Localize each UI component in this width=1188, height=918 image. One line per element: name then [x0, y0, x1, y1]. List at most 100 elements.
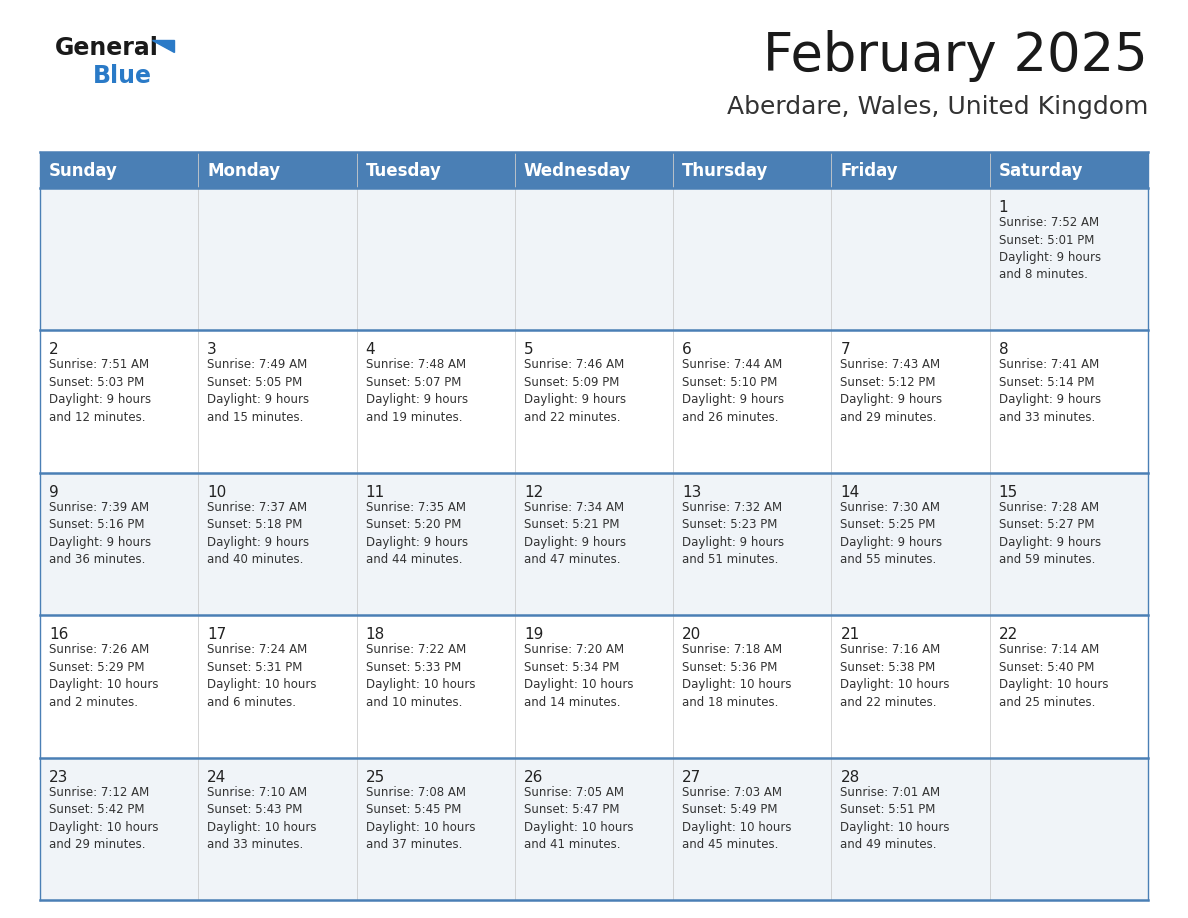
- Text: 9: 9: [49, 485, 58, 499]
- Text: Daylight: 10 hours: Daylight: 10 hours: [682, 678, 791, 691]
- Text: Sunrise: 7:30 AM: Sunrise: 7:30 AM: [840, 501, 941, 514]
- Text: 4: 4: [366, 342, 375, 357]
- Text: Daylight: 10 hours: Daylight: 10 hours: [366, 821, 475, 834]
- Text: Daylight: 9 hours: Daylight: 9 hours: [524, 394, 626, 407]
- Bar: [40, 473, 198, 615]
- Text: General: General: [55, 36, 159, 60]
- Text: and 37 minutes.: and 37 minutes.: [366, 838, 462, 851]
- Text: Sunrise: 7:49 AM: Sunrise: 7:49 AM: [207, 358, 308, 372]
- Text: Daylight: 10 hours: Daylight: 10 hours: [524, 821, 633, 834]
- Text: Sunrise: 7:12 AM: Sunrise: 7:12 AM: [49, 786, 150, 799]
- Text: and 33 minutes.: and 33 minutes.: [999, 411, 1095, 424]
- Text: and 2 minutes.: and 2 minutes.: [49, 696, 138, 709]
- Text: 25: 25: [366, 769, 385, 785]
- Text: Daylight: 9 hours: Daylight: 9 hours: [366, 394, 468, 407]
- Text: Sunset: 5:07 PM: Sunset: 5:07 PM: [366, 375, 461, 389]
- Text: and 36 minutes.: and 36 minutes.: [49, 554, 145, 566]
- Bar: [514, 473, 674, 615]
- Bar: [514, 152, 674, 188]
- Text: Sunrise: 7:46 AM: Sunrise: 7:46 AM: [524, 358, 624, 372]
- Text: 12: 12: [524, 485, 543, 499]
- Text: Daylight: 9 hours: Daylight: 9 hours: [999, 251, 1101, 264]
- Text: Thursday: Thursday: [682, 162, 769, 180]
- Text: Sunrise: 7:10 AM: Sunrise: 7:10 AM: [207, 786, 308, 799]
- Text: Daylight: 10 hours: Daylight: 10 hours: [207, 678, 317, 691]
- Bar: [40, 152, 198, 188]
- Text: Sunrise: 7:16 AM: Sunrise: 7:16 AM: [840, 644, 941, 656]
- Text: Sunset: 5:27 PM: Sunset: 5:27 PM: [999, 519, 1094, 532]
- Text: Sunrise: 7:51 AM: Sunrise: 7:51 AM: [49, 358, 150, 372]
- Text: Sunset: 5:42 PM: Sunset: 5:42 PM: [49, 803, 145, 816]
- Text: Friday: Friday: [840, 162, 898, 180]
- Bar: [674, 188, 832, 330]
- Text: Daylight: 9 hours: Daylight: 9 hours: [682, 394, 784, 407]
- Text: Daylight: 10 hours: Daylight: 10 hours: [840, 821, 950, 834]
- Text: Sunrise: 7:03 AM: Sunrise: 7:03 AM: [682, 786, 782, 799]
- Text: and 44 minutes.: and 44 minutes.: [366, 554, 462, 566]
- Bar: [198, 152, 356, 188]
- Polygon shape: [152, 40, 173, 52]
- Bar: [832, 757, 990, 900]
- Text: 19: 19: [524, 627, 543, 643]
- Bar: [674, 473, 832, 615]
- Text: Sunset: 5:33 PM: Sunset: 5:33 PM: [366, 661, 461, 674]
- Bar: [990, 330, 1148, 473]
- Text: Sunset: 5:05 PM: Sunset: 5:05 PM: [207, 375, 303, 389]
- Text: and 45 minutes.: and 45 minutes.: [682, 838, 778, 851]
- Bar: [514, 330, 674, 473]
- Text: and 22 minutes.: and 22 minutes.: [524, 411, 620, 424]
- Bar: [832, 330, 990, 473]
- Bar: [832, 473, 990, 615]
- Text: Daylight: 9 hours: Daylight: 9 hours: [524, 536, 626, 549]
- Text: Sunset: 5:01 PM: Sunset: 5:01 PM: [999, 233, 1094, 247]
- Text: Sunrise: 7:20 AM: Sunrise: 7:20 AM: [524, 644, 624, 656]
- Text: 8: 8: [999, 342, 1009, 357]
- Bar: [990, 473, 1148, 615]
- Bar: [198, 615, 356, 757]
- Text: 26: 26: [524, 769, 543, 785]
- Text: Sunset: 5:18 PM: Sunset: 5:18 PM: [207, 519, 303, 532]
- Text: and 10 minutes.: and 10 minutes.: [366, 696, 462, 709]
- Bar: [356, 188, 514, 330]
- Text: and 55 minutes.: and 55 minutes.: [840, 554, 936, 566]
- Text: and 59 minutes.: and 59 minutes.: [999, 554, 1095, 566]
- Text: 28: 28: [840, 769, 860, 785]
- Text: and 40 minutes.: and 40 minutes.: [207, 554, 304, 566]
- Text: 22: 22: [999, 627, 1018, 643]
- Bar: [356, 152, 514, 188]
- Text: Sunset: 5:16 PM: Sunset: 5:16 PM: [49, 519, 145, 532]
- Text: Sunrise: 7:37 AM: Sunrise: 7:37 AM: [207, 501, 308, 514]
- Bar: [356, 330, 514, 473]
- Text: Sunset: 5:47 PM: Sunset: 5:47 PM: [524, 803, 619, 816]
- Text: Blue: Blue: [93, 64, 152, 88]
- Bar: [990, 615, 1148, 757]
- Text: Daylight: 10 hours: Daylight: 10 hours: [49, 678, 158, 691]
- Bar: [674, 152, 832, 188]
- Text: Sunset: 5:21 PM: Sunset: 5:21 PM: [524, 519, 619, 532]
- Text: Sunrise: 7:48 AM: Sunrise: 7:48 AM: [366, 358, 466, 372]
- Text: February 2025: February 2025: [763, 30, 1148, 82]
- Bar: [356, 757, 514, 900]
- Text: 15: 15: [999, 485, 1018, 499]
- Text: and 22 minutes.: and 22 minutes.: [840, 696, 937, 709]
- Text: Sunset: 5:10 PM: Sunset: 5:10 PM: [682, 375, 777, 389]
- Text: Sunset: 5:29 PM: Sunset: 5:29 PM: [49, 661, 145, 674]
- Text: and 19 minutes.: and 19 minutes.: [366, 411, 462, 424]
- Text: 18: 18: [366, 627, 385, 643]
- Text: 7: 7: [840, 342, 851, 357]
- Text: Sunset: 5:20 PM: Sunset: 5:20 PM: [366, 519, 461, 532]
- Text: Sunrise: 7:08 AM: Sunrise: 7:08 AM: [366, 786, 466, 799]
- Text: Daylight: 9 hours: Daylight: 9 hours: [840, 536, 942, 549]
- Text: Sunset: 5:14 PM: Sunset: 5:14 PM: [999, 375, 1094, 389]
- Text: and 15 minutes.: and 15 minutes.: [207, 411, 304, 424]
- Text: 24: 24: [207, 769, 227, 785]
- Text: and 6 minutes.: and 6 minutes.: [207, 696, 296, 709]
- Text: Sunset: 5:40 PM: Sunset: 5:40 PM: [999, 661, 1094, 674]
- Text: Daylight: 9 hours: Daylight: 9 hours: [49, 536, 151, 549]
- Text: Sunday: Sunday: [49, 162, 118, 180]
- Text: 27: 27: [682, 769, 701, 785]
- Text: Sunset: 5:31 PM: Sunset: 5:31 PM: [207, 661, 303, 674]
- Text: Sunrise: 7:28 AM: Sunrise: 7:28 AM: [999, 501, 1099, 514]
- Text: Daylight: 9 hours: Daylight: 9 hours: [366, 536, 468, 549]
- Text: Daylight: 10 hours: Daylight: 10 hours: [840, 678, 950, 691]
